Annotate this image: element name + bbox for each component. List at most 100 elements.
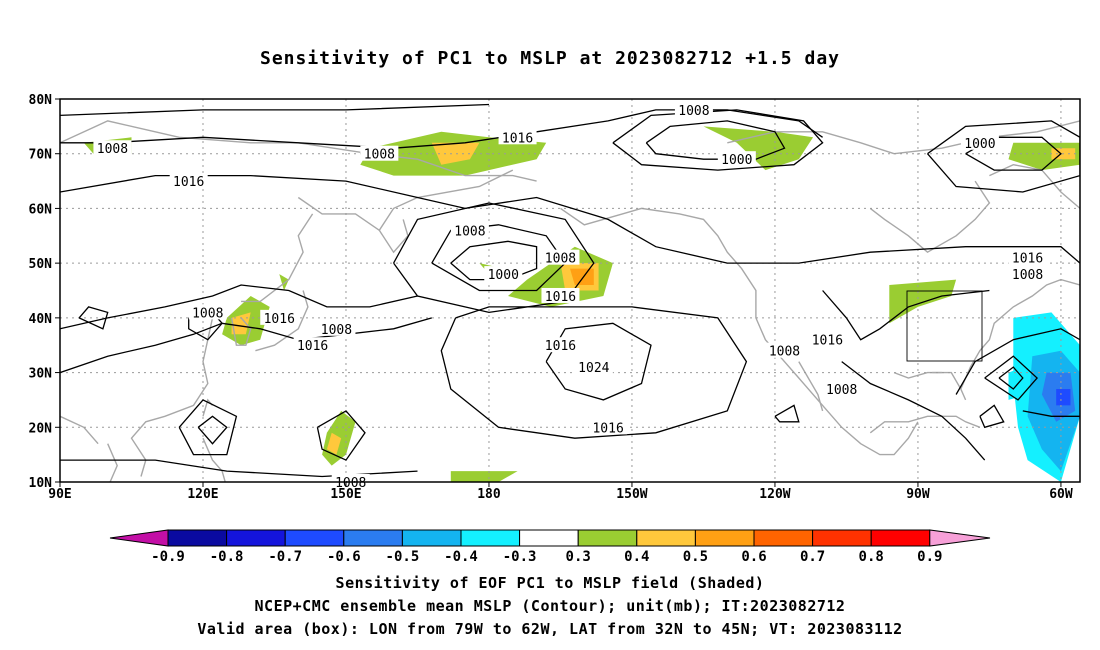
lat-tick-label: 10N [29,476,53,491]
colorbar-label: 0.7 [800,549,825,565]
contour-label-bg [260,309,299,325]
lat-tick-label: 20N [29,421,53,436]
contour-label: 1008 [826,383,857,398]
coastline [869,415,981,434]
contour-label-bg [317,320,356,336]
sensitivity-region [508,246,613,307]
contour-label-bg [484,266,523,282]
coastline [378,219,409,254]
contour-label-bg [498,129,537,145]
contour-label: 1016 [502,131,533,146]
contour-label: 1016 [592,421,623,436]
colorbar-label: -0.5 [386,549,420,565]
lat-tick-label: 40N [29,312,53,327]
contour-label-bg [188,304,227,320]
lon-tick-label: 120W [759,487,790,502]
coastline [798,361,824,412]
contour-label-bg [93,140,132,156]
contour-label: 1000 [964,137,995,152]
sensitivity-region [889,279,957,324]
coastline [869,180,991,254]
contour-label-bg [541,287,580,303]
mslp-contour-line [979,404,1005,429]
lon-tick-label: 150W [616,487,647,502]
colorbar-label: 0.4 [624,549,649,565]
mslp-contour-line [60,174,1080,264]
sensitivity-region [279,274,289,291]
coastline [202,437,226,482]
lon-tick-label: 150E [330,487,361,502]
mslp-contour-line [440,306,748,439]
coastline [989,163,1080,209]
colorbar-label: -0.6 [327,549,361,565]
colorbar-segment [753,529,814,547]
colorbar-label: 0.8 [859,549,884,565]
contour-label-bg [541,337,580,353]
lon-tick-label: 90E [48,487,71,502]
contour-label-bg [717,151,756,167]
contour-label-bg [674,101,713,117]
contour-label-bg [808,331,847,347]
contour-label: 1016 [173,175,204,190]
mslp-contour-line [450,240,538,281]
colorbar-segment [519,529,579,547]
contour-label: 1008 [678,104,709,119]
mslp-contour-line [178,399,238,456]
contour-label: 1008 [769,345,800,360]
contour-label: 1008 [335,476,366,491]
lon-tick-label: 120E [187,487,218,502]
contour-label: 1024 [578,361,609,376]
colorbar-segment [284,529,345,547]
contour-label-bg [765,342,804,358]
colorbar-left-arrow [109,529,169,547]
sensitivity-region [431,142,480,165]
sensitivity-region [703,126,814,171]
coastline [297,169,514,232]
coastline [560,207,919,456]
contour-labels: 1008 100810161016100810001000100810001008… [93,101,1047,491]
contour-label-bg [1008,266,1047,282]
coastline [60,415,99,445]
contour-label: 1016 [545,290,576,305]
colorbar-label: 0.3 [566,549,591,565]
contour-label: 1008 [454,224,485,239]
coastline [255,290,309,352]
caption-line-2: NCEP+CMC ensemble mean MSLP (Contour); u… [254,597,846,615]
contour-label-bg [541,249,580,265]
coastline [241,213,314,303]
colorbar-segment [870,529,931,547]
contour-label: 1016 [812,334,843,349]
coastline [107,443,118,482]
sensitivity-region [450,471,518,482]
sensitivity-region [1056,389,1071,406]
colorbar-segment [694,529,755,547]
caption-line-1: Sensitivity of EOF PC1 to MSLP field (Sh… [335,574,765,592]
coastline [130,317,214,477]
colorbar-label: -0.4 [444,549,478,565]
mslp-contour-line [841,361,986,461]
mslp-contour-line [955,328,1080,395]
contour-label: 1008 [97,142,128,157]
mslp-contour-line [197,415,228,445]
plot-title: Sensitivity of PC1 to MSLP at 2023082712… [259,48,840,69]
colorbar-segment [343,529,403,547]
mslp-contour-line [645,120,786,160]
coastline [230,317,252,346]
lat-tick-label: 70N [29,148,53,163]
mslp-contour-line [545,322,652,401]
colorbar: -0.9 -0.8 -0.7 -0.6 -0.5 -0.4 -0.3 0.3 0.4 0.5 0.6… [109,529,991,565]
contour-label-bg [574,359,613,375]
colorbar-segment [226,529,286,547]
contour-label: 1000 [721,153,752,168]
lon-tick-label: 60W [1049,487,1073,502]
contour-label: 1016 [264,312,295,327]
contour-label: 1016 [545,339,576,354]
contour-label-bg [169,173,208,189]
caption-line-3: Valid area (box): LON from 79W to 62W, L… [197,620,903,638]
coastline [60,120,537,182]
colorbar-label: -0.9 [151,549,185,565]
sensitivity-region [326,432,342,455]
colorbar-segment [577,529,638,547]
contour-label-bg [960,134,999,150]
